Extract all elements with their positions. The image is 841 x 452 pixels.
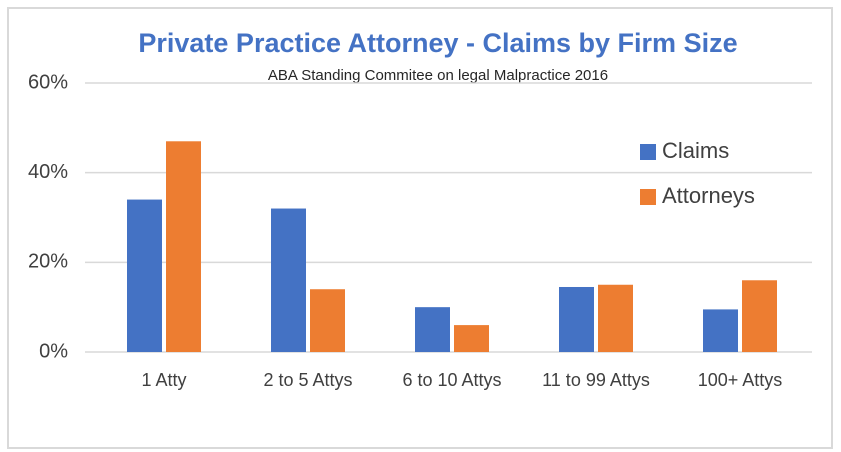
- x-tick-label: 100+ Attys: [698, 370, 783, 390]
- chart-title: Private Practice Attorney - Claims by Fi…: [138, 28, 737, 58]
- bar: [415, 307, 450, 352]
- bar: [703, 309, 738, 352]
- legend-label: Claims: [662, 138, 729, 163]
- y-tick-label: 60%: [28, 71, 68, 93]
- bar: [166, 141, 201, 352]
- x-tick-label: 1 Atty: [141, 370, 186, 390]
- legend-label: Attorneys: [662, 183, 755, 208]
- bar: [559, 286, 594, 352]
- bar: [127, 199, 162, 352]
- y-tick-label: 40%: [28, 161, 68, 183]
- chart-subtitle: ABA Standing Commitee on legal Malpracti…: [268, 67, 608, 84]
- x-tick-label: 11 to 99 Attys: [542, 370, 650, 390]
- y-tick-label: 20%: [28, 251, 68, 273]
- bar: [454, 325, 489, 352]
- bar: [598, 284, 633, 352]
- bar: [742, 280, 777, 352]
- x-tick-label: 6 to 10 Attys: [402, 370, 501, 390]
- legend-swatch: [640, 189, 656, 205]
- bar: [310, 289, 345, 352]
- bar: [271, 208, 306, 352]
- y-tick-label: 0%: [39, 340, 68, 362]
- x-tick-label: 2 to 5 Attys: [263, 370, 352, 390]
- legend-swatch: [640, 144, 656, 160]
